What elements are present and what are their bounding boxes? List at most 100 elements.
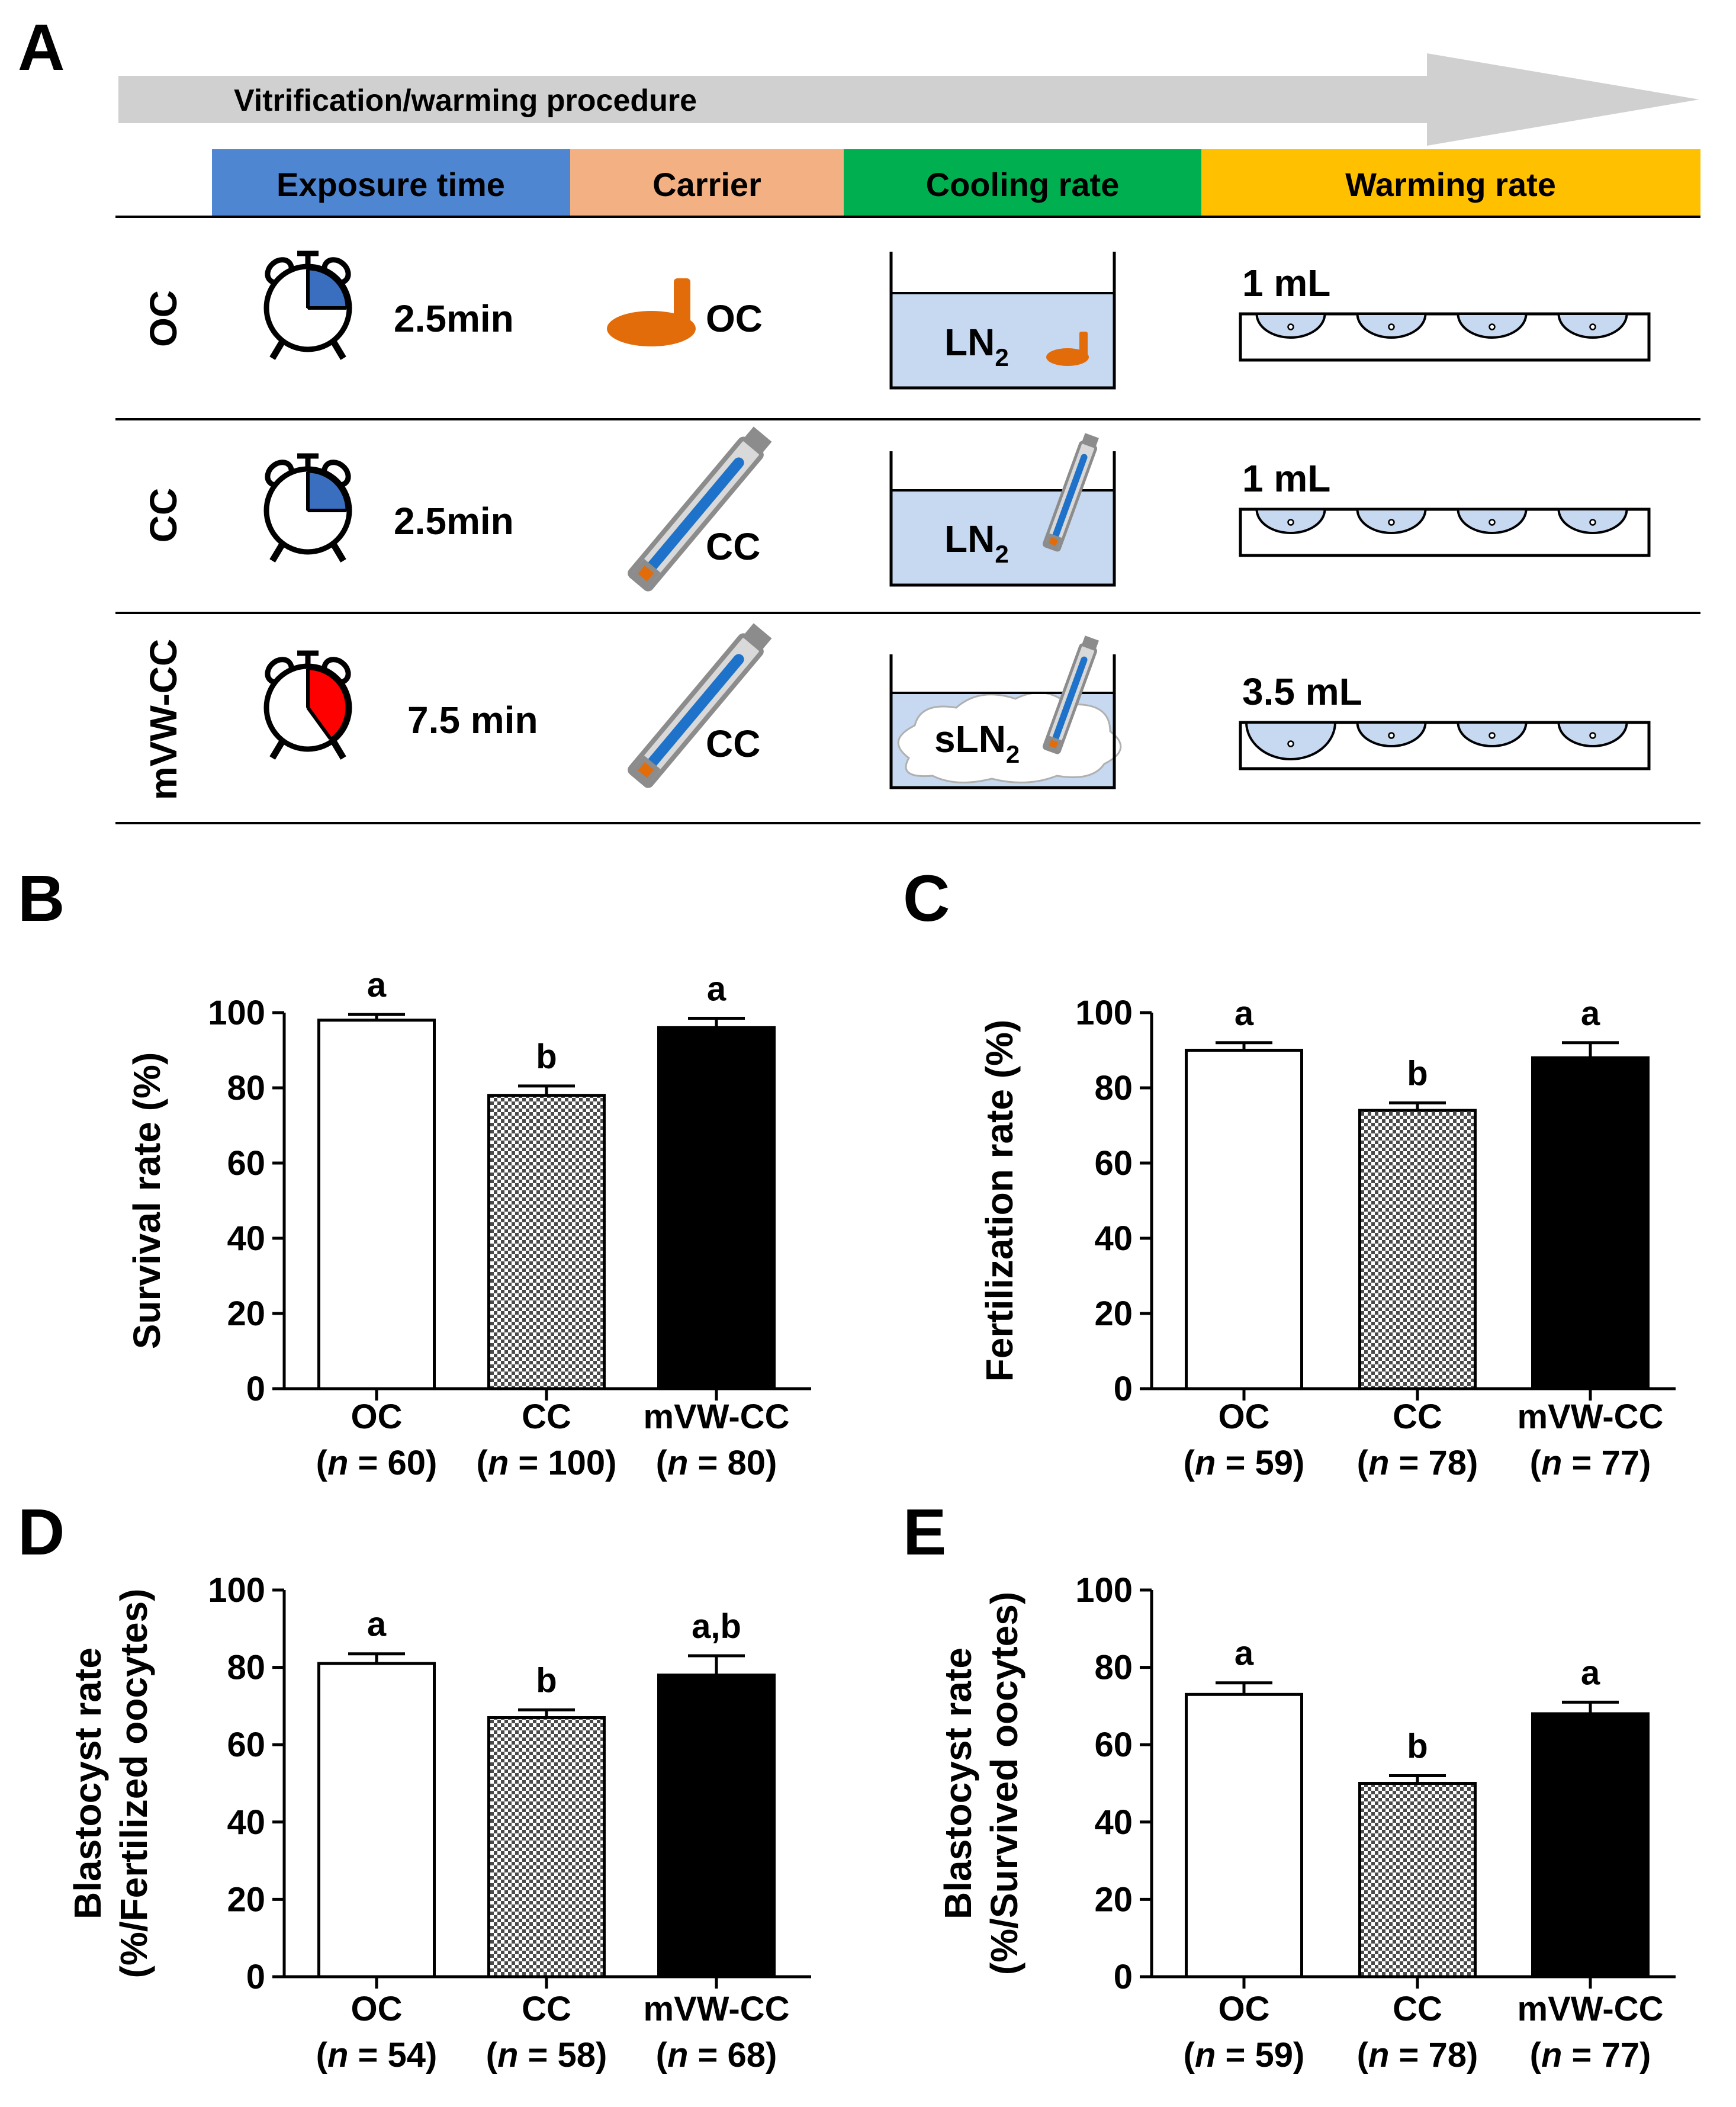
bar: [657, 1674, 776, 1978]
cc-rod: [645, 457, 744, 574]
chart-e: E Blastocyst rate(%/Survived oocytes) a b a 0…: [903, 1496, 1676, 2074]
header-carrier: [570, 149, 844, 216]
cc-rod: [1052, 656, 1088, 743]
exposure-time: 7.5 min: [407, 699, 538, 741]
ln2-bath: LN2: [889, 252, 1116, 390]
bar: [1358, 1109, 1477, 1390]
carrier-name: OC: [706, 297, 763, 340]
bar: [1358, 1782, 1477, 1978]
significance-letter: a,b: [692, 1607, 741, 1646]
sample-size-label: (n = 78): [1357, 2036, 1478, 2074]
x-tick-label: CC: [522, 1990, 571, 2028]
well-droplet: [1287, 323, 1294, 330]
y-tick-label: 0: [1114, 1370, 1133, 1408]
y-tick-label: 0: [246, 1958, 265, 1996]
cc-sample: [1049, 537, 1058, 546]
header-cooling: [844, 149, 1201, 216]
x-tick-label: mVW-CC: [644, 1990, 790, 2028]
header-warming: [1201, 149, 1700, 216]
y-tick-label: 80: [1094, 1649, 1133, 1687]
well-droplet: [1489, 732, 1496, 739]
y-tick-label: 20: [227, 1295, 265, 1333]
y-tick-label: 60: [1094, 1144, 1133, 1183]
header-bar: Exposure time Carrier Cooling rate Warmi…: [212, 149, 1700, 216]
y-tick-label: 100: [208, 994, 265, 1032]
x-tick-label: mVW-CC: [1518, 1398, 1664, 1436]
cc-cap: [1081, 635, 1099, 651]
y-tick-label: 20: [1094, 1295, 1133, 1333]
alarm-sector: [307, 471, 348, 512]
cc-cap: [1081, 433, 1099, 448]
significance-letter: a: [367, 1605, 387, 1644]
warming-volume: 3.5 mL: [1242, 670, 1362, 713]
panel-label: B: [18, 862, 65, 935]
row-cc: CC 2.5min CC LN2 1 mL: [142, 426, 1651, 592]
y-tick-label: 60: [227, 1726, 265, 1764]
well-droplet: [1287, 740, 1294, 747]
panel-label: C: [903, 862, 950, 935]
sample-size-label: (n = 59): [1184, 1444, 1305, 1482]
alarm-sector: [307, 268, 348, 309]
sample-size-label: (n = 80): [656, 1444, 777, 1482]
alarm-sector: [307, 668, 348, 740]
warming-volume: 1 mL: [1242, 262, 1330, 304]
ln2-label: LN2: [944, 321, 1009, 371]
significance-letter: a: [1581, 994, 1600, 1033]
panel-label: E: [903, 1496, 946, 1569]
header-carrier-text: Carrier: [652, 166, 761, 203]
well-droplet: [1489, 323, 1496, 330]
exposure-time: 2.5min: [394, 500, 514, 542]
alarm-leg: [269, 339, 286, 360]
y-tick-label: 80: [227, 1649, 265, 1687]
alarm-leg: [269, 541, 286, 563]
row-oc: OC 2.5min OC LN2 1 mL: [142, 250, 1651, 390]
significance-letter: b: [536, 1038, 557, 1076]
sample-size-label: (n = 68): [656, 2036, 777, 2074]
procedure-arrow: [118, 53, 1699, 146]
alarm-clock-icon: [263, 650, 352, 760]
sample-size-label: (n = 59): [1184, 2036, 1305, 2074]
well-droplet: [1388, 323, 1395, 330]
y-tick-label: 40: [227, 1803, 265, 1842]
header-exposure-text: Exposure time: [277, 166, 505, 203]
sln2-label: sLN2: [934, 718, 1020, 768]
procedure-arrow-text: Vitrification/warming procedure: [234, 83, 697, 118]
x-tick-label: OC: [351, 1398, 403, 1436]
y-tick-label: 60: [227, 1144, 265, 1183]
cc-cap: [742, 623, 772, 651]
y-axis-label: Fertilization rate (%): [978, 1020, 1021, 1382]
cc-cap: [742, 426, 772, 455]
cc-carrier-icon: [628, 623, 772, 788]
x-tick-label: mVW-CC: [1518, 1990, 1664, 2028]
alarm-clock-icon: [263, 250, 352, 360]
cc-carrier-icon: [1042, 433, 1099, 552]
sample-size-label: (n = 100): [477, 1444, 617, 1482]
carrier-name: CC: [706, 722, 760, 765]
bar: [317, 1019, 436, 1390]
alarm-leg: [269, 738, 286, 760]
bar: [657, 1026, 776, 1390]
bar: [487, 1716, 606, 1978]
well-droplet: [1287, 519, 1294, 526]
panel-a: A Vitrification/warming procedure Exposu…: [18, 11, 1700, 824]
bar: [1531, 1712, 1650, 1978]
bar: [317, 1662, 436, 1978]
x-tick-label: OC: [1219, 1398, 1270, 1436]
significance-letter: a: [1235, 1634, 1254, 1673]
row-label: OC: [142, 290, 185, 347]
significance-letter: b: [1407, 1054, 1428, 1093]
x-tick-label: CC: [522, 1398, 571, 1436]
well-droplet: [1489, 519, 1496, 526]
chart-b: B Survival rate (%) a b a 0 20 40 60 80 100 OC (n = …: [18, 862, 811, 1482]
chart-c: C Fertilization rate (%) a b a 0 20 40 60 80 100 OC…: [903, 862, 1676, 1482]
panel-label: D: [18, 1496, 65, 1569]
warming-plate: [1239, 508, 1651, 557]
y-tick-label: 100: [208, 1571, 265, 1610]
x-tick-label: OC: [351, 1990, 403, 2028]
ln2-label: LN2: [944, 518, 1009, 568]
y-tick-label: 0: [1114, 1958, 1133, 1996]
alarm-leg: [330, 738, 346, 760]
significance-letter: a: [367, 966, 387, 1004]
